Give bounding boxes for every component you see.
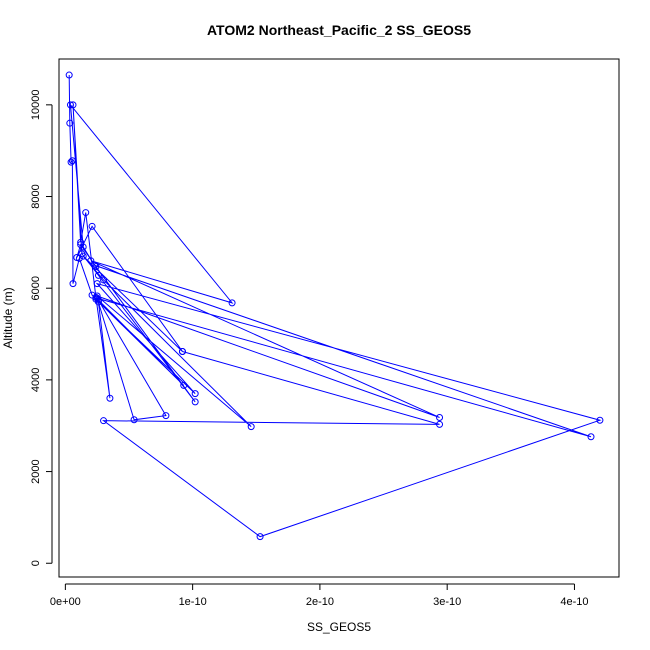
y-tick-label: 0 [30, 560, 42, 566]
y-axis: 0 2000 4000 6000 8000 10000 [30, 90, 53, 566]
plot-frame [58, 58, 620, 578]
x-tick-label: 3e-10 [433, 596, 461, 608]
data-point [82, 209, 90, 217]
data-point [100, 417, 108, 425]
y-tick-label: 2000 [30, 459, 42, 483]
data-point [93, 294, 101, 302]
data-point [73, 253, 81, 261]
data-point [106, 394, 114, 402]
data-point [191, 398, 199, 406]
data-point [94, 271, 102, 279]
data-point [69, 280, 77, 288]
data-point [256, 533, 264, 541]
data-point [91, 261, 99, 269]
x-axis: 0e+00 1e-10 2e-10 3e-10 4e-10 [50, 583, 589, 608]
data-point [191, 390, 199, 398]
data-point [92, 263, 100, 271]
data-point [130, 416, 138, 424]
data-point [65, 71, 73, 79]
data-point [88, 222, 96, 230]
x-tick-label: 4e-10 [560, 596, 588, 608]
y-tick-label: 10000 [30, 90, 42, 121]
data-point [69, 101, 77, 109]
data-point [93, 292, 101, 300]
x-tick-label: 0e+00 [50, 596, 81, 608]
data-point [100, 276, 108, 284]
data-point [228, 299, 236, 307]
y-tick-label: 4000 [30, 368, 42, 392]
data-point [587, 433, 595, 441]
data-point [180, 381, 188, 389]
data-point [88, 291, 96, 299]
chart-title: ATOM2 Northeast_Pacific_2 SS_GEOS5 [207, 22, 471, 38]
data-point [67, 158, 75, 166]
data-point [79, 243, 87, 251]
data-point [247, 423, 255, 431]
data-point [87, 257, 95, 265]
series-layer [65, 71, 604, 541]
data-point [66, 119, 74, 127]
y-tick-label: 8000 [30, 184, 42, 208]
data-point [93, 280, 101, 288]
x-tick-label: 1e-10 [179, 596, 207, 608]
series-line [68, 75, 602, 538]
x-axis-label: SS_GEOS5 [307, 620, 371, 634]
data-point [178, 347, 186, 355]
data-point [162, 412, 170, 420]
data-point [68, 157, 76, 165]
data-point [436, 420, 444, 428]
data-point [66, 101, 74, 109]
data-point [436, 413, 444, 421]
x-tick-label: 2e-10 [306, 596, 334, 608]
y-tick-label: 6000 [30, 276, 42, 300]
y-axis-label: Altitude (m) [1, 287, 15, 348]
data-point [79, 252, 87, 260]
data-point [596, 416, 604, 424]
data-point [92, 295, 100, 303]
